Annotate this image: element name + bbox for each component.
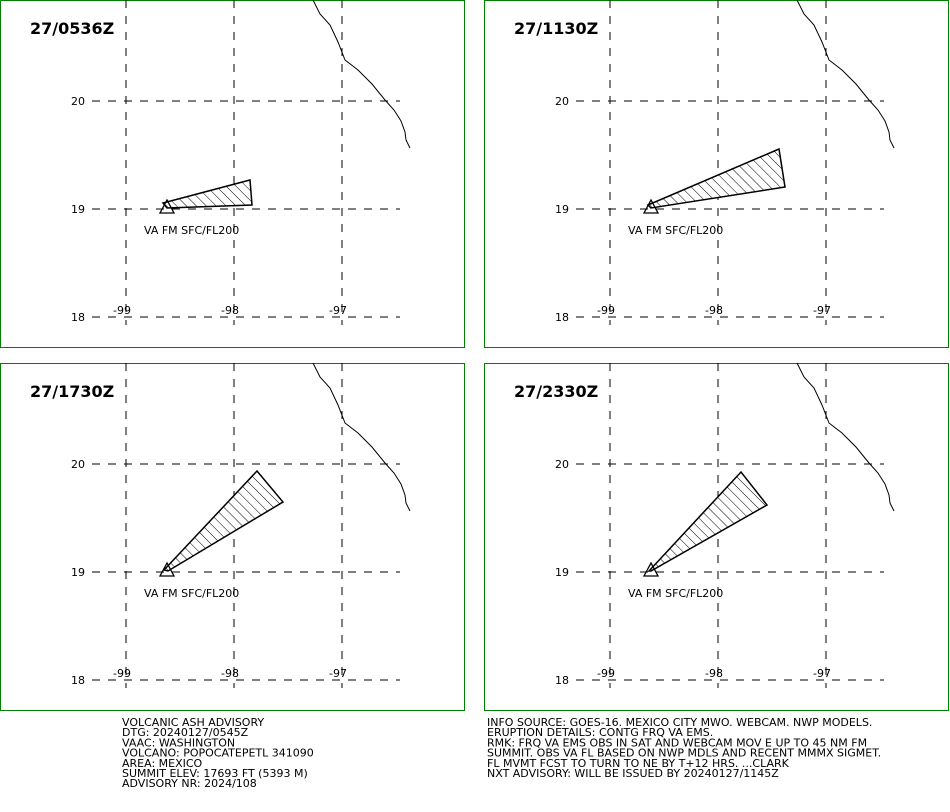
- coastline: [312, 362, 411, 512]
- ash-label: VA FM SFC/FL200: [144, 587, 239, 600]
- ash-cloud: [161, 179, 253, 209]
- lat-label: 20: [555, 95, 569, 108]
- map-panel: 27/1730Z 20 19 18 -99 -98 -97 VA FM SFC/FL200: [0, 362, 465, 711]
- ash-label: VA FM SFC/FL200: [628, 224, 723, 237]
- coastline: [312, 0, 411, 149]
- lat-label: 18: [555, 674, 569, 687]
- lat-label: 20: [71, 95, 85, 108]
- lon-label: -99: [113, 667, 131, 680]
- lat-label: 18: [71, 674, 85, 687]
- lon-label: -99: [597, 667, 615, 680]
- advisory-line: ERUPTION DETAILS: CONTG FRQ VA EMS.: [487, 726, 713, 739]
- lon-label: -99: [113, 304, 131, 317]
- advisory-line: VAAC: WASHINGTON: [122, 736, 235, 749]
- lon-label: -99: [597, 304, 615, 317]
- lon-label: -97: [813, 667, 831, 680]
- advisory-line: NXT ADVISORY: WILL BE ISSUED BY 20240127…: [487, 767, 779, 780]
- advisory-line: AREA: MEXICO: [122, 757, 203, 770]
- advisory-line: DTG: 20240127/0545Z: [122, 726, 249, 739]
- volcano-marker: [642, 198, 660, 214]
- lon-label: -98: [221, 304, 239, 317]
- lat-label: 19: [555, 566, 569, 579]
- ash-label: VA FM SFC/FL200: [628, 587, 723, 600]
- panel-border: [484, 363, 949, 711]
- volcano-marker: [158, 198, 176, 214]
- volcano-marker: [158, 561, 176, 577]
- valid-time: 27/1730Z: [30, 382, 114, 401]
- advisory-line: INFO SOURCE: GOES-16. MEXICO CITY MWO. W…: [487, 716, 872, 729]
- lat-label: 18: [71, 311, 85, 324]
- lon-label: -98: [705, 304, 723, 317]
- lon-label: -97: [813, 304, 831, 317]
- advisory-line: SUMMIT. OBS VA FL BASED ON NWP MDLS AND …: [487, 747, 881, 760]
- lat-label: 19: [71, 203, 85, 216]
- lat-label: 20: [71, 458, 85, 471]
- panel-border: [484, 0, 949, 348]
- coastline: [796, 362, 895, 512]
- coastline: [796, 0, 895, 149]
- lon-label: -97: [329, 304, 347, 317]
- ash-cloud: [647, 470, 769, 572]
- lat-label: 19: [71, 566, 85, 579]
- panel-border: [0, 363, 465, 711]
- advisory-line: FL MVMT FCST TO TURN TO NE BY T+12 HRS. …: [487, 757, 790, 770]
- ash-cloud: [162, 469, 285, 572]
- lat-label: 18: [555, 311, 569, 324]
- advisory-line: SUMMIT ELEV: 17693 FT (5393 M): [122, 767, 308, 780]
- ash-cloud: [646, 147, 786, 209]
- valid-time: 27/1130Z: [514, 19, 598, 38]
- map-panel: 27/0536Z 20 19 18 -99 -98 -97 VA FM SFC/FL200: [0, 0, 465, 348]
- advisory-line: VOLCANIC ASH ADVISORY: [122, 716, 264, 729]
- advisory-line: RMK: FRQ VA EMS OBS IN SAT AND WEBCAM MO…: [487, 736, 867, 749]
- valid-time: 27/2330Z: [514, 382, 598, 401]
- advisory-line: VOLCANO: POPOCATEPETL 341090: [122, 747, 314, 760]
- lat-label: 19: [555, 203, 569, 216]
- advisory-line: ADVISORY NR: 2024/108: [122, 777, 257, 790]
- map-panel: 27/1130Z 20 19 18 -99 -98 -97 VA FM SFC/FL200: [484, 0, 949, 348]
- map-panel: 27/2330Z 20 19 18 -99 -98 -97 VA FM SFC/FL200: [484, 362, 949, 711]
- panel-border: [0, 0, 465, 348]
- lon-label: -98: [221, 667, 239, 680]
- lon-label: -97: [329, 667, 347, 680]
- lat-label: 20: [555, 458, 569, 471]
- volcano-marker: [642, 561, 660, 577]
- lon-label: -98: [705, 667, 723, 680]
- valid-time: 27/0536Z: [30, 19, 114, 38]
- ash-label: VA FM SFC/FL200: [144, 224, 239, 237]
